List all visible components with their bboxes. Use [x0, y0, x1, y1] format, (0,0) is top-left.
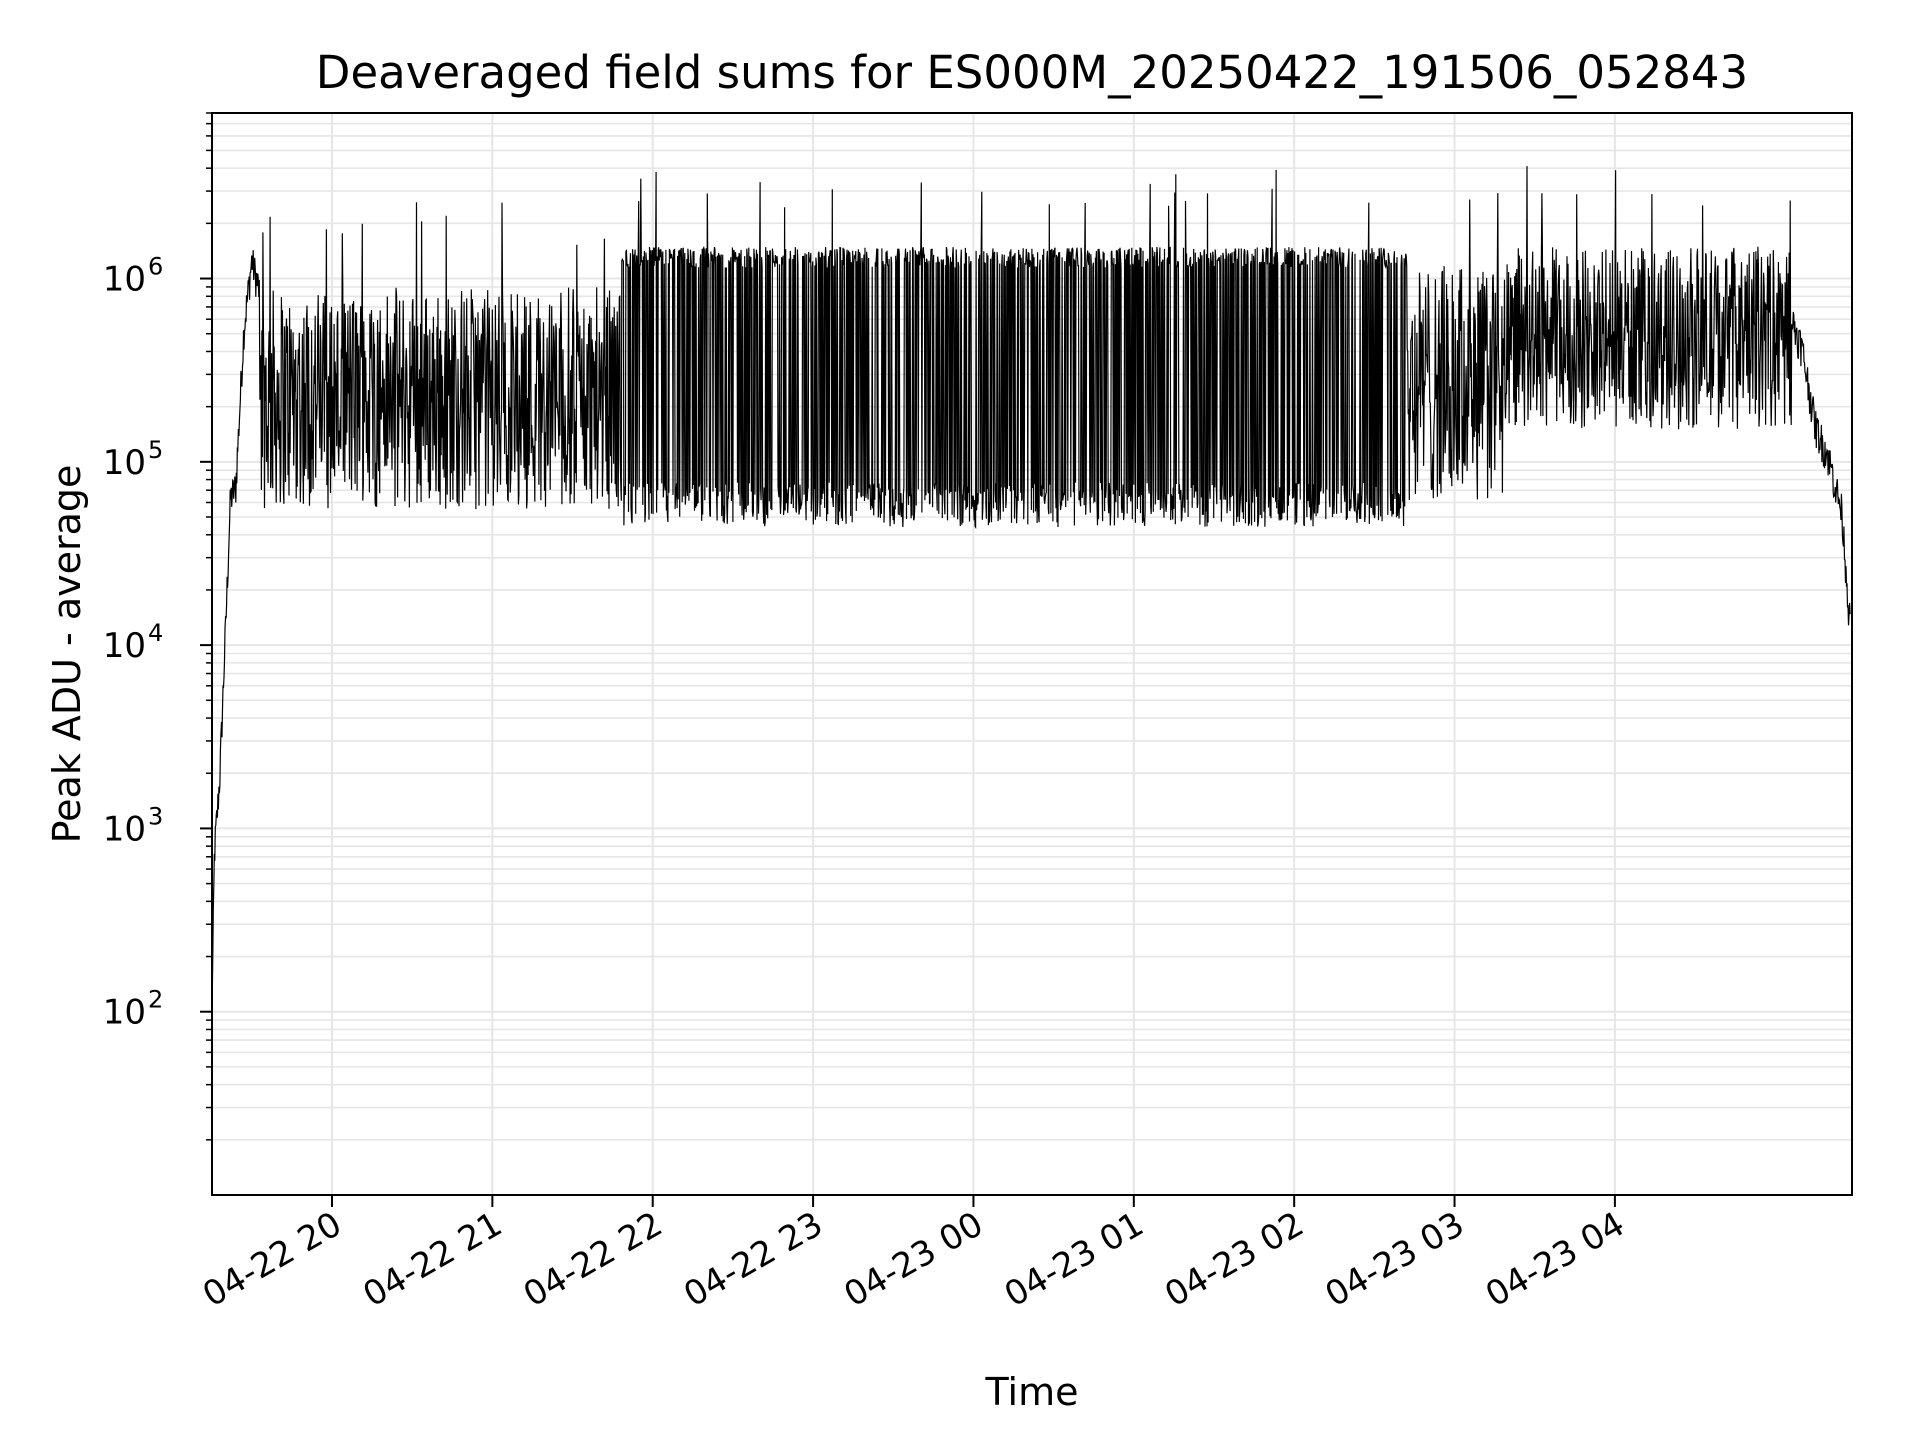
y-axis-label: Peak ADU - average — [45, 465, 89, 844]
x-tick-label: 04-23 03 — [1319, 1204, 1471, 1315]
y-tick-exponent: 3 — [148, 802, 163, 830]
series-line — [211, 166, 1851, 1030]
y-tick-label: 10 — [103, 260, 146, 300]
y-tick-exponent: 6 — [148, 253, 163, 281]
x-tick-label: 04-22 21 — [356, 1204, 508, 1315]
y-tick-label: 10 — [103, 809, 146, 849]
x-tick-label: 04-23 02 — [1158, 1204, 1310, 1315]
x-tick-label: 04-23 01 — [998, 1204, 1150, 1315]
series-path — [211, 166, 1851, 1020]
y-tick-label: 10 — [103, 993, 146, 1033]
x-tick-label: 04-22 22 — [517, 1204, 669, 1315]
x-axis-label: Time — [985, 1370, 1079, 1414]
y-tick-exponent: 2 — [148, 986, 163, 1014]
y-tick-label: 10 — [103, 443, 146, 483]
x-tick-label: 04-23 00 — [838, 1204, 990, 1315]
chart-title: Deaveraged field sums for ES000M_2025042… — [316, 46, 1748, 99]
y-tick-exponent: 4 — [148, 619, 163, 647]
y-tick-label: 10 — [103, 626, 146, 666]
y-tick-exponent: 5 — [148, 436, 163, 464]
x-tick-label: 04-22 20 — [196, 1204, 348, 1315]
x-axis-ticks: 04-22 20 04-22 21 04-22 22 04-22 23 04-23 00… — [196, 1195, 1631, 1315]
x-tick-label: 04-23 04 — [1479, 1204, 1631, 1315]
x-tick-label: 04-22 23 — [677, 1204, 829, 1315]
